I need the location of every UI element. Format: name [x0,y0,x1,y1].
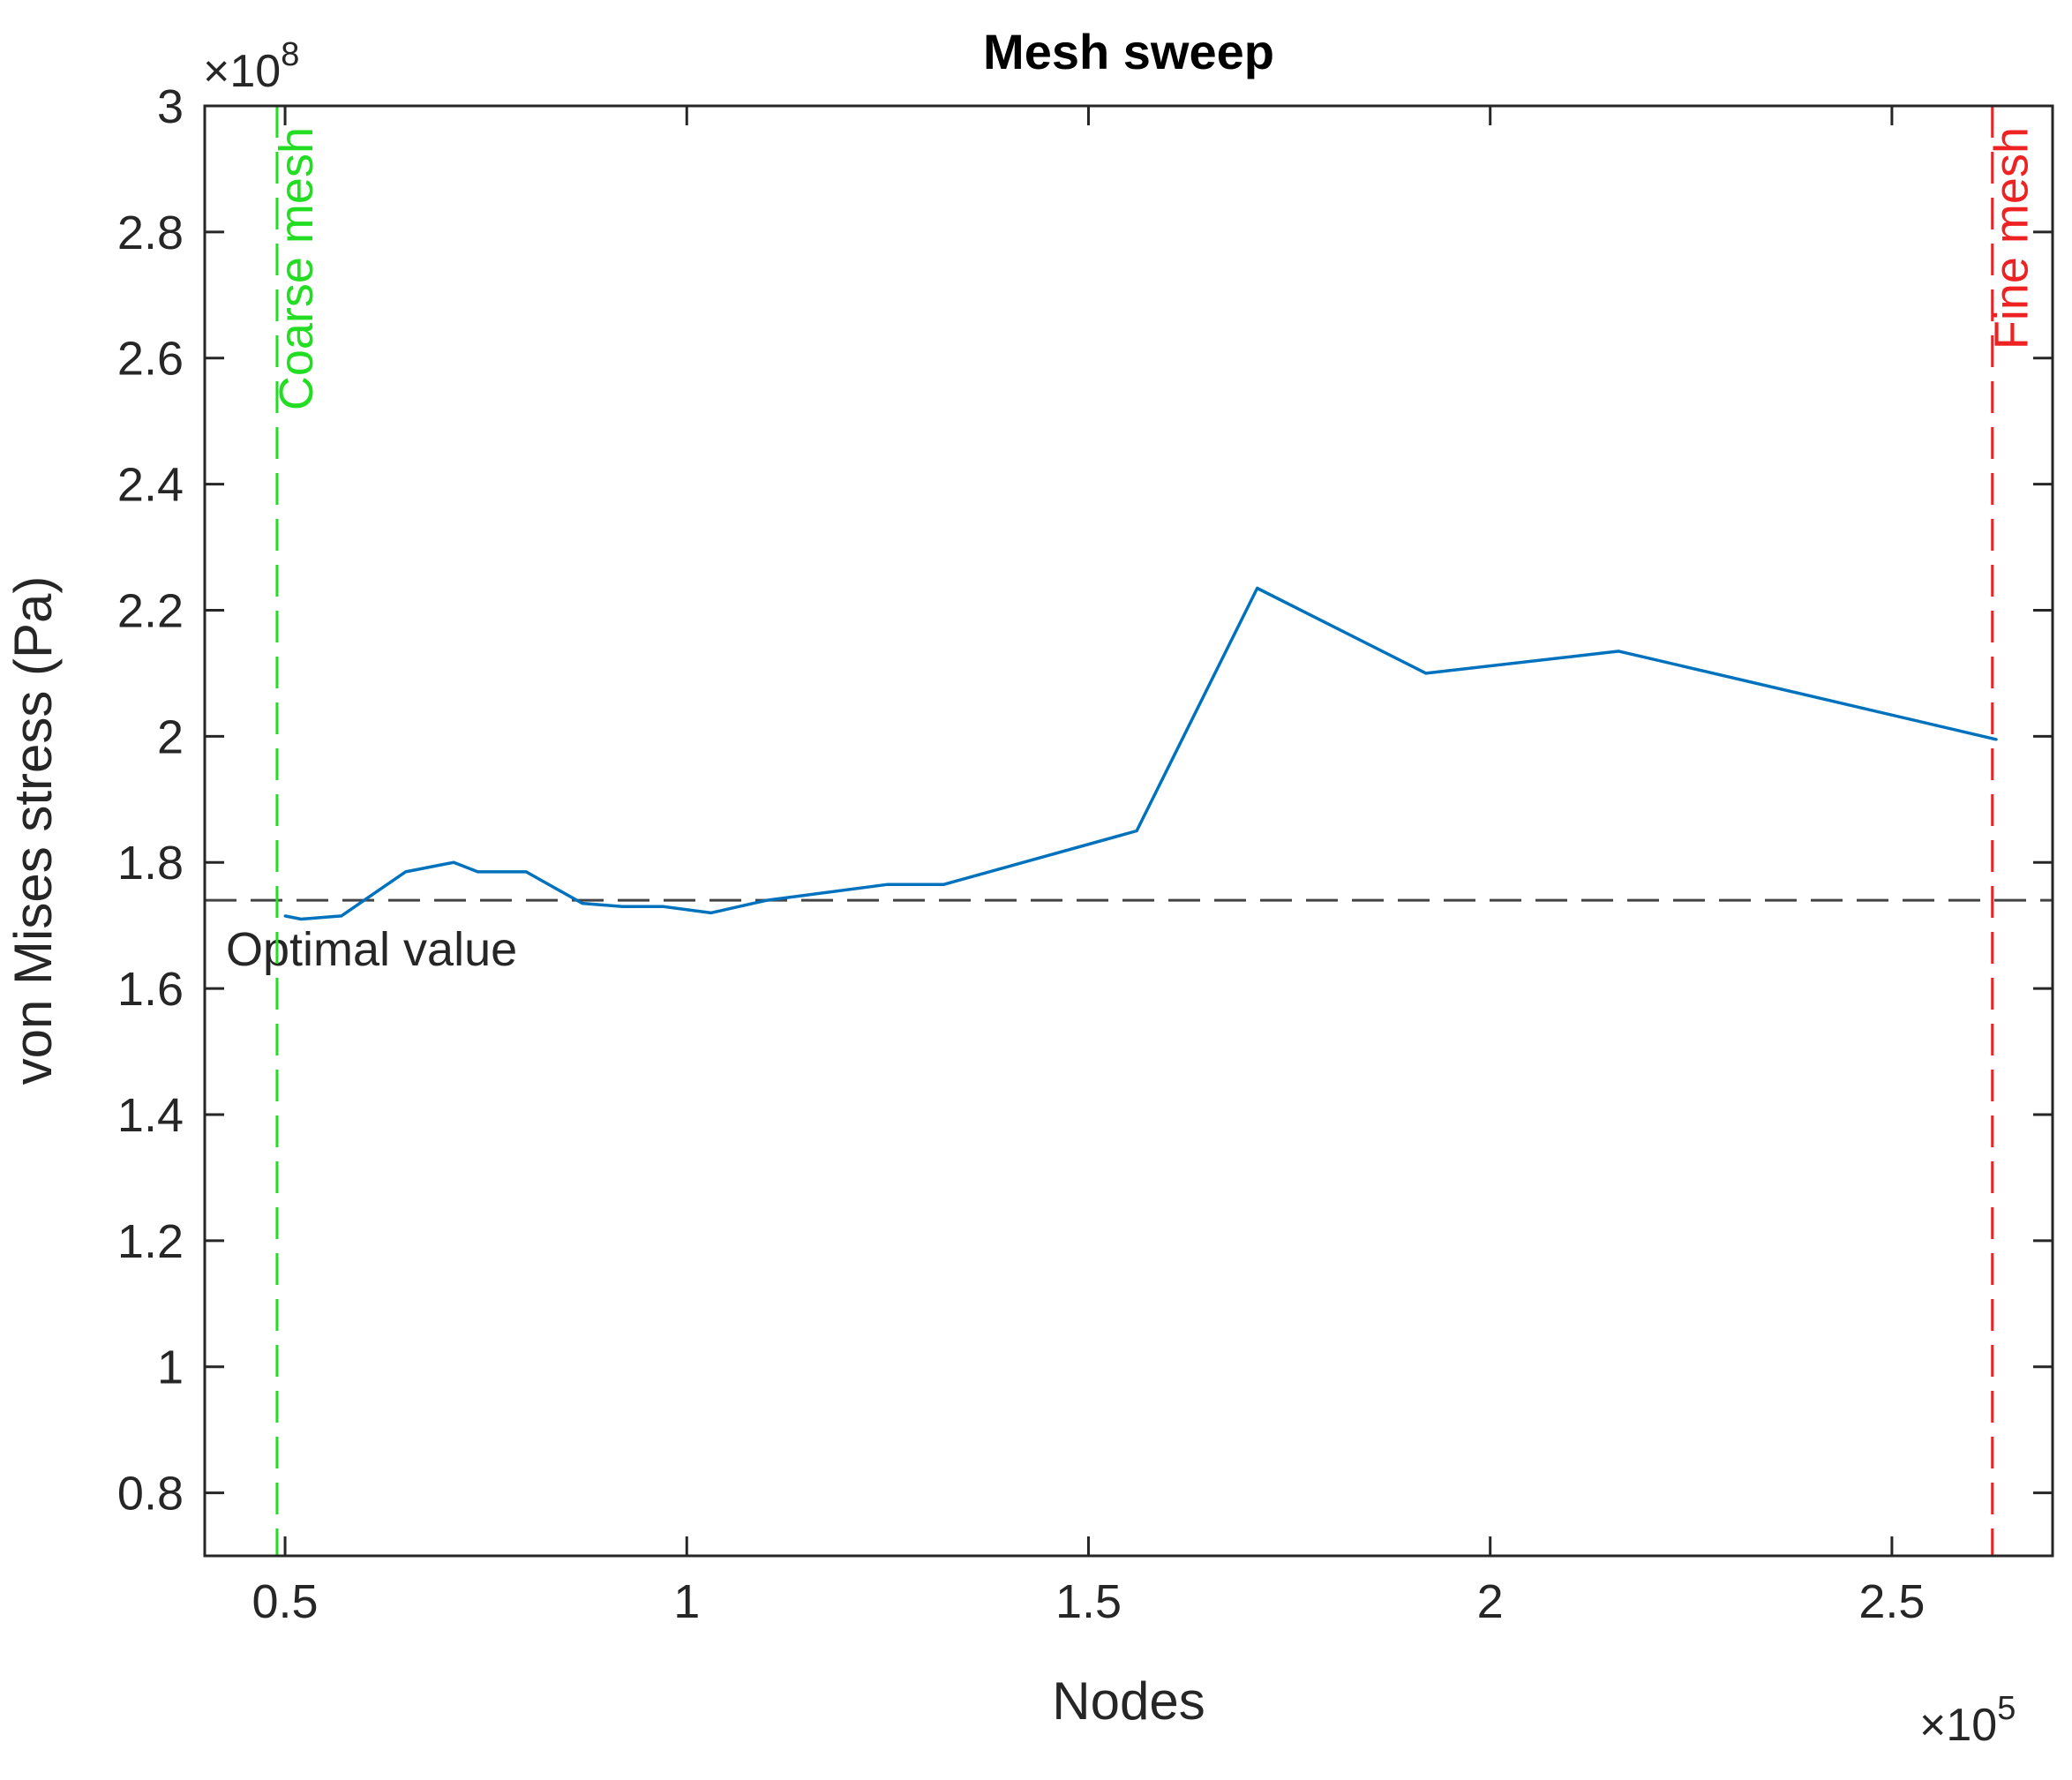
x-tick-label: 2.5 [1858,1575,1925,1628]
x-exponent-power: 5 [1997,1690,2016,1727]
data-point [299,918,303,921]
fine-mesh-label: Fine mesh [1986,127,2038,349]
data-point [1617,650,1620,653]
x-axis-label: Nodes [1052,1671,1205,1731]
data-point [1424,672,1428,675]
data-point [452,860,455,864]
y-tick-label: 3 [157,80,184,133]
plot-frame [203,104,2054,1558]
y-exponent-power: 8 [281,36,299,73]
y-exponent-base: ×10 [203,46,281,97]
y-tick-label: 1.4 [117,1089,184,1142]
y-tick-label: 1 [157,1341,184,1394]
data-point [620,905,624,908]
y-tick-label: 1.8 [117,837,184,890]
coarse-mesh-label: Coarse mesh [270,127,323,410]
x-exponent-base: ×10 [1919,1700,1997,1751]
optimal-value-label: Optimal value [226,923,517,976]
data-point [1994,738,1998,741]
y-axis-label: von Mises stress (Pa) [4,576,63,1085]
data-point [1256,586,1259,590]
y-tick-label: 2.4 [117,459,184,512]
axes: 0.5 1 1.5 2 2.5 0.8 1 1.2 1.4 1.6 1.8 2 2.2 2.4 2.6 2.8… [117,80,2054,1628]
data-point [477,870,480,874]
data-point [404,870,408,874]
data-point [765,898,769,902]
data-point [709,911,713,914]
y-tick-label: 1.2 [117,1215,184,1268]
data-point [283,914,287,918]
data-point [661,905,664,908]
data-point [942,882,946,886]
reference-lines: Optimal value Coarse mesh Fine mesh [205,106,2053,1556]
y-tick-label: 2.8 [117,207,184,259]
y-tick-label: 2 [157,710,184,763]
y-exponent-label: ×108 [203,36,299,97]
y-tick-label: 1.6 [117,963,184,1016]
series-line [284,586,1997,921]
series-layer [283,586,1998,921]
data-point [1135,830,1138,832]
data-point [524,870,528,874]
x-tick-label: 2 [1477,1575,1504,1628]
data-point [340,914,343,918]
x-exponent-label: ×105 [1919,1690,2016,1751]
y-tick-label: 2.6 [117,333,184,386]
y-tick-label: 2.2 [117,584,184,637]
chart-title: Mesh sweep [983,24,1274,79]
data-point [886,882,890,886]
x-tick-label: 0.5 [252,1575,319,1628]
data-point [581,902,584,905]
x-tick-label: 1.5 [1055,1575,1122,1628]
y-tick-label: 0.8 [117,1468,184,1521]
x-tick-label: 1 [673,1575,700,1628]
